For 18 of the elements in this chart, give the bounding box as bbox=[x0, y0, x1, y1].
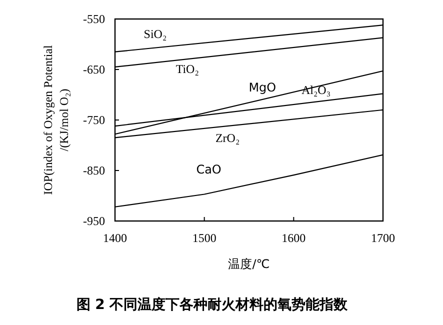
x-tick-label: 1600 bbox=[282, 231, 306, 245]
y-tick-label: -950 bbox=[83, 214, 105, 228]
x-tick-label: 1500 bbox=[192, 231, 216, 245]
series-label: ZrO₂ bbox=[215, 131, 240, 146]
series-label: CaO bbox=[196, 162, 222, 176]
y-axis-title: IOP(index of Oxygen Potential /(KJ/mol O₂) bbox=[41, 44, 71, 195]
text: 图 2 不同温度下各种耐火材料的氧势能指数 bbox=[76, 296, 349, 313]
series-label: MgO bbox=[248, 80, 276, 94]
y-tick-label: -750 bbox=[83, 113, 105, 127]
x-tick-label: 1400 bbox=[103, 231, 127, 245]
x-axis-title: 温度/℃ bbox=[228, 257, 270, 271]
series-label: Al₂O₃ bbox=[301, 82, 331, 97]
y-tick-label: -550 bbox=[83, 12, 105, 26]
series-label: SiO₂ bbox=[144, 26, 167, 41]
x-tick-label: 1700 bbox=[371, 231, 395, 245]
y-tick-label: -850 bbox=[83, 164, 105, 178]
y-tick-label: -650 bbox=[83, 62, 105, 76]
series-label: TiO₂ bbox=[176, 62, 199, 76]
